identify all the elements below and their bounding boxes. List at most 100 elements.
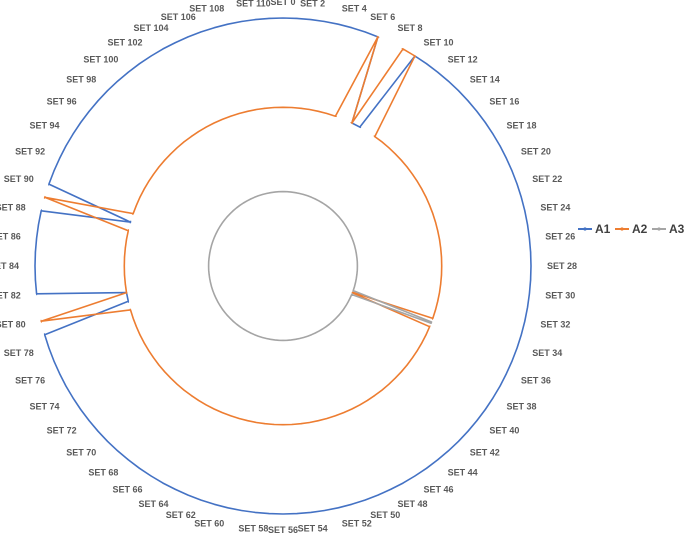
category-label-set-44: SET 44 [448,467,478,477]
data-point-a3-70 [229,318,231,320]
data-point-a2-88 [128,229,129,232]
data-point-a1-45 [425,467,427,469]
category-label-set-24: SET 24 [540,202,570,212]
data-point-a3-65 [246,330,248,331]
data-point-a2-31 [439,291,440,294]
category-label-set-62: SET 62 [166,510,196,520]
category-label-set-20: SET 20 [521,147,551,157]
data-point-a3-69 [232,321,234,323]
data-point-a3-44 [328,323,330,325]
data-point-a2-66 [197,400,199,402]
data-point-a2-99 [176,147,178,149]
data-point-a1-43 [447,450,449,452]
category-label-set-46: SET 46 [424,485,454,495]
data-point-a1-72 [88,420,90,422]
data-point-a2-101 [190,136,192,138]
data-point-a2-60 [246,420,249,421]
data-point-a3-43 [332,321,334,323]
data-point-a2-74 [148,349,150,351]
data-point-a2-103 [205,126,207,127]
data-point-a2-93 [143,188,144,190]
data-point-a2-25 [439,238,440,241]
data-point-a1-69 [117,450,119,452]
data-point-a2-65 [205,404,207,405]
data-point-a3-109 [269,192,272,193]
data-point-a2-80 [41,320,42,323]
data-point-a1-41 [467,430,469,432]
data-point-a1-15 [467,100,469,102]
category-label-set-76: SET 76 [15,376,45,386]
category-label-set-72: SET 72 [47,426,77,436]
category-label-set-28: SET 28 [547,261,577,271]
data-point-a2-72 [158,364,160,366]
category-label-set-96: SET 96 [47,96,77,106]
legend-marker-a2 [620,227,623,230]
series-layer [35,18,531,514]
data-point-a2-89 [44,196,45,199]
category-label-set-14: SET 14 [470,74,500,84]
data-point-a2-39 [412,357,414,359]
category-label-set-40: SET 40 [489,426,519,436]
data-point-a2-17 [412,173,414,175]
data-point-a2-38 [417,349,419,351]
data-point-a3-72 [224,311,226,313]
data-point-a1-4 [337,24,340,25]
data-point-a3-42 [335,318,337,320]
data-point-a2-37 [421,342,422,344]
data-point-a3-10 [321,202,323,203]
data-point-a2-94 [148,180,150,182]
data-point-a3-102 [242,202,244,203]
data-point-a3-93 [217,229,218,231]
data-point-a1-11 [425,63,427,65]
category-label-set-52: SET 52 [342,518,372,528]
category-label-set-12: SET 12 [448,55,478,65]
data-point-a1-46 [414,475,416,477]
category-label-set-80: SET 80 [0,320,26,330]
data-point-a3-18 [345,225,346,227]
category-label-set-82: SET 82 [0,291,21,301]
category-label-set-10: SET 10 [424,38,454,48]
category-label-set-70: SET 70 [66,448,96,458]
data-point-a1-67 [138,467,140,469]
series-line-a3 [209,192,432,341]
category-label-set-110: SET 110 [236,0,271,9]
data-point-a2-15 [400,159,402,161]
data-point-a2-44 [381,389,383,391]
category-label-set-18: SET 18 [507,121,537,131]
category-label-set-56: SET 56 [268,525,298,533]
data-point-a3-87 [209,252,210,255]
data-point-a3-75 [217,301,218,303]
data-point-a1-100 [127,71,129,73]
category-label-set-22: SET 22 [532,174,562,184]
data-point-a1-74 [72,397,74,399]
data-point-a1-99 [117,80,119,82]
category-label-set-54: SET 54 [298,523,328,533]
data-point-a2-46 [366,400,368,402]
category-label-set-108: SET 108 [189,4,224,14]
category-label-set-66: SET 66 [112,485,142,495]
data-point-a1-52 [337,508,340,509]
data-point-a3-94 [219,225,220,227]
data-point-a1-70 [107,440,109,442]
data-point-a1-40 [476,420,478,422]
data-point-a3-3 [294,192,297,193]
category-label-set-48: SET 48 [398,499,428,509]
data-point-a2-3 [308,109,311,110]
category-label-set-6: SET 6 [370,12,395,22]
category-label-set-34: SET 34 [532,348,562,358]
data-point-a3-53 [294,339,297,340]
data-point-a2-18 [417,180,419,182]
data-point-a3-16 [340,219,342,221]
category-label-set-2: SET 2 [300,0,325,9]
data-point-a2-4 [317,111,320,112]
data-point-a2-87 [126,238,127,241]
data-point-a2-53 [308,422,311,423]
data-point-a2-70 [170,377,172,379]
data-point-a3-100 [236,207,238,209]
data-point-a1-102 [150,55,152,57]
data-point-a3-95 [222,222,224,224]
data-point-a1-101 [138,63,140,65]
data-point-a3-25 [356,252,357,255]
data-point-a1-97 [97,100,99,102]
data-point-a2-14 [394,153,396,155]
